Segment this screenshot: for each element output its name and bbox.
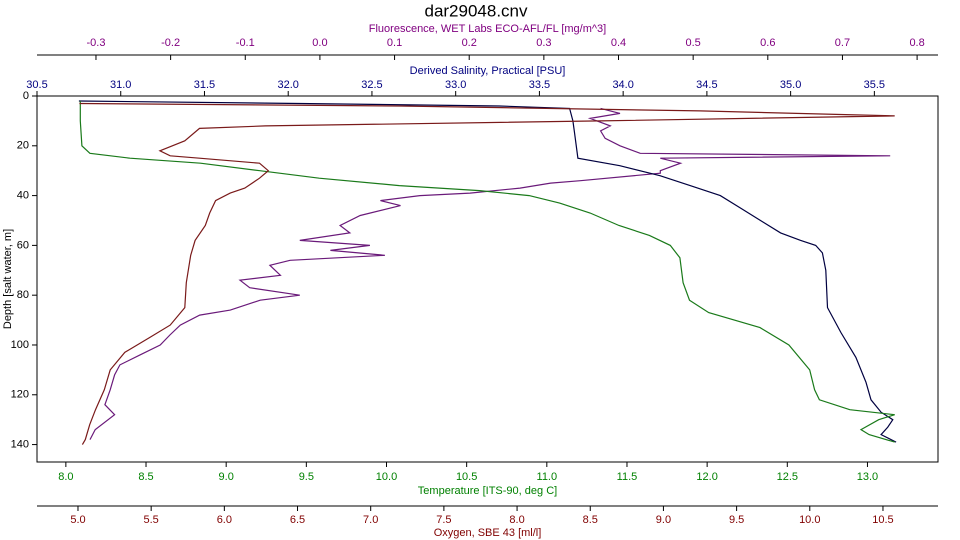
x-tick-label: 5.0 bbox=[70, 514, 85, 526]
y-axis-label: Depth [salt water, m] bbox=[2, 229, 14, 329]
x-tick-label: 32.5 bbox=[361, 79, 382, 91]
x-tick-label: 5.5 bbox=[144, 514, 159, 526]
profile-line bbox=[89, 107, 891, 440]
plot-frame bbox=[36, 95, 939, 463]
x-tick-label: -0.1 bbox=[236, 37, 255, 49]
x-tick-label: 11.5 bbox=[617, 471, 638, 483]
y-tick-label: 120 bbox=[11, 389, 29, 401]
x-tick-label: 0.3 bbox=[536, 37, 551, 49]
y-tick-label: 100 bbox=[11, 339, 29, 351]
x-tick-label: 0.5 bbox=[686, 37, 701, 49]
x-tick-label: 0.8 bbox=[909, 37, 924, 49]
x-tick-label: 32.0 bbox=[277, 79, 298, 91]
x-tick-label: 11.0 bbox=[537, 471, 558, 483]
x-tick-label: 35.0 bbox=[780, 79, 801, 91]
x-tick-label: 0.7 bbox=[835, 37, 850, 49]
x-axis-title: Temperature [ITS-90, deg C] bbox=[418, 485, 557, 497]
x-tick-label: 9.5 bbox=[729, 514, 744, 526]
x-tick-label: 0.6 bbox=[760, 37, 775, 49]
x-tick-label: 33.0 bbox=[445, 79, 466, 91]
chart-title: dar29048.cnv bbox=[424, 1, 528, 20]
x-tick-label: 6.5 bbox=[290, 514, 305, 526]
x-axis-title: Fluorescence, WET Labs ECO-AFL/FL [mg/m^… bbox=[369, 23, 606, 35]
x-tick-label: 8.0 bbox=[58, 471, 73, 483]
y-tick-label: 60 bbox=[17, 239, 29, 251]
y-tick-label: 0 bbox=[23, 90, 29, 102]
x-tick-label: 35.5 bbox=[864, 79, 885, 91]
x-tick-label: 0.1 bbox=[387, 37, 402, 49]
x-axis-title: Oxygen, SBE 43 [ml/l] bbox=[434, 527, 542, 539]
profile-line bbox=[79, 101, 895, 443]
x-tick-label: 7.0 bbox=[363, 514, 378, 526]
x-axis-title: Derived Salinity, Practical [PSU] bbox=[410, 65, 566, 77]
x-tick-label: 34.0 bbox=[612, 79, 633, 91]
x-tick-label: 0.0 bbox=[312, 37, 327, 49]
y-tick-label: 140 bbox=[11, 438, 29, 450]
x-tick-label: -0.3 bbox=[86, 37, 105, 49]
x-tick-label: -0.2 bbox=[161, 37, 180, 49]
x-tick-label: 30.5 bbox=[26, 79, 47, 91]
x-tick-label: 12.0 bbox=[696, 471, 717, 483]
x-tick-label: 7.5 bbox=[436, 514, 451, 526]
x-tick-label: 12.5 bbox=[777, 471, 798, 483]
y-tick-label: 80 bbox=[17, 289, 29, 301]
x-tick-label: 31.0 bbox=[110, 79, 131, 91]
x-tick-label: 10.0 bbox=[376, 471, 397, 483]
x-tick-label: 0.2 bbox=[462, 37, 477, 49]
profile-line bbox=[79, 102, 895, 445]
x-tick-label: 8.5 bbox=[138, 471, 153, 483]
x-tick-label: 10.5 bbox=[872, 514, 893, 526]
x-tick-label: 33.5 bbox=[529, 79, 550, 91]
x-tick-label: 31.5 bbox=[194, 79, 215, 91]
x-tick-label: 13.0 bbox=[857, 471, 878, 483]
x-tick-label: 0.4 bbox=[611, 37, 626, 49]
x-tick-label: 8.0 bbox=[509, 514, 524, 526]
profile-line bbox=[78, 100, 897, 443]
x-tick-label: 10.0 bbox=[799, 514, 820, 526]
x-tick-label: 9.5 bbox=[299, 471, 314, 483]
x-tick-label: 34.5 bbox=[696, 79, 717, 91]
y-tick-label: 20 bbox=[17, 140, 29, 152]
x-tick-label: 9.0 bbox=[656, 514, 671, 526]
x-tick-label: 6.0 bbox=[217, 514, 232, 526]
x-tick-label: 8.5 bbox=[583, 514, 598, 526]
x-tick-label: 9.0 bbox=[219, 471, 234, 483]
y-tick-label: 40 bbox=[17, 189, 29, 201]
x-tick-label: 10.5 bbox=[456, 471, 477, 483]
